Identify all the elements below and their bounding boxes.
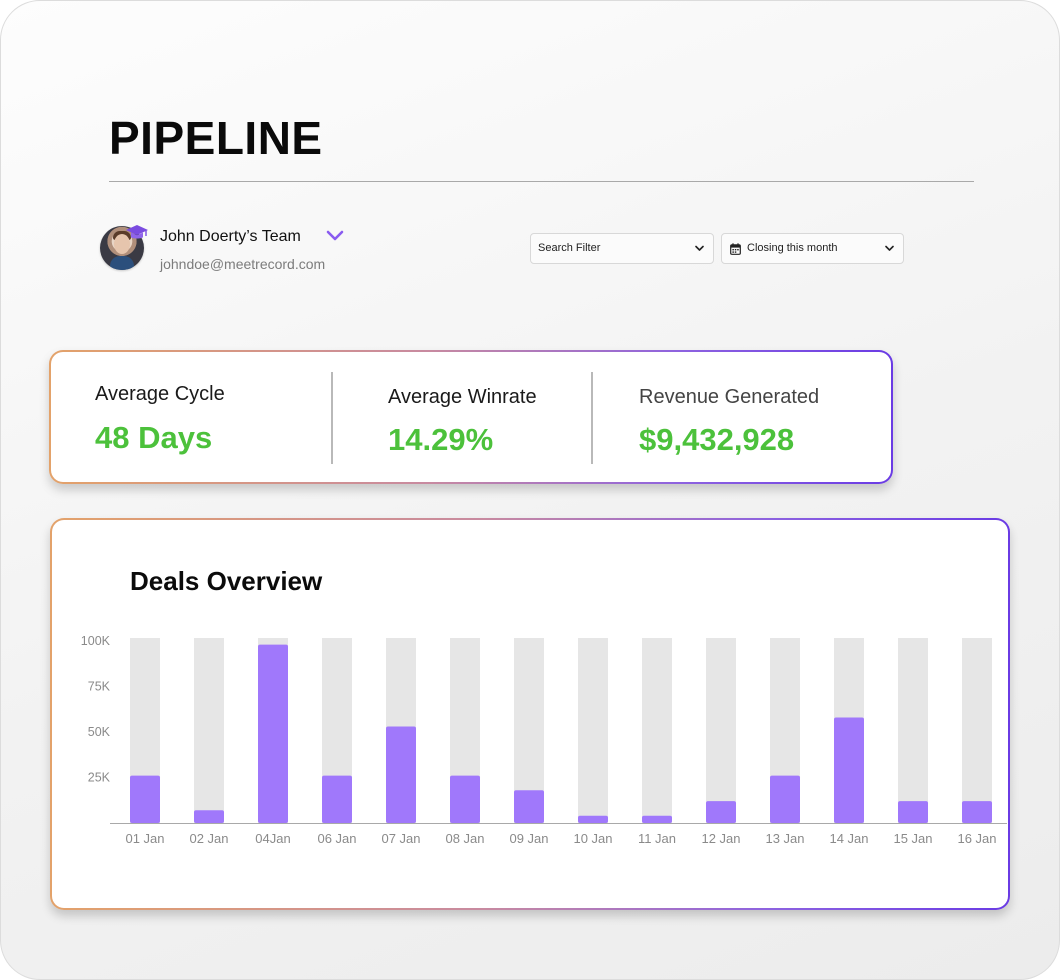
chevron-down-icon: [885, 245, 894, 251]
title-divider: [109, 181, 974, 182]
y-tick-label: 50K: [88, 725, 111, 739]
graduation-cap-icon: [126, 225, 148, 239]
bar[interactable]: [834, 717, 864, 823]
stat-divider: [591, 372, 593, 464]
bar[interactable]: [322, 775, 352, 823]
stat-value: $9,432,928: [639, 422, 795, 457]
team-name: John Doerty’s Team: [160, 228, 301, 245]
bar[interactable]: [130, 775, 160, 823]
x-tick-label: 15 Jan: [893, 831, 932, 846]
x-tick-label: 16 Jan: [957, 831, 996, 846]
bar[interactable]: [642, 815, 672, 823]
bar[interactable]: [514, 790, 544, 823]
x-tick-label: 01 Jan: [125, 831, 164, 846]
stat-divider: [331, 372, 333, 464]
deals-overview-card: Deals Overview 01 Jan 02 Jan 04Jan 06 Jan 07…: [50, 518, 1010, 910]
x-tick-label: 11 Jan: [638, 831, 676, 846]
y-tick-label: 25K: [88, 771, 111, 785]
bar[interactable]: [194, 810, 224, 823]
bar-track: [578, 638, 608, 823]
bar-track: [194, 638, 224, 823]
chevron-down-icon: [695, 245, 704, 251]
bar-track: [706, 638, 736, 823]
bar-track: [898, 638, 928, 823]
y-tick-label: 100K: [81, 634, 111, 648]
bar[interactable]: [898, 801, 928, 823]
bar[interactable]: [962, 801, 992, 823]
stat-average-cycle: Average Cycle 48 Days: [51, 352, 331, 482]
x-tick-label: 04Jan: [255, 831, 290, 846]
search-filter-select[interactable]: Search Filter: [530, 233, 714, 264]
bar[interactable]: [706, 801, 736, 823]
stats-card: Average Cycle 48 Days Average Winrate 14…: [49, 350, 893, 484]
x-tick-label: 12 Jan: [701, 831, 740, 846]
x-tick-label: 10 Jan: [573, 831, 612, 846]
stat-value: 48 Days: [95, 420, 213, 455]
x-tick-label: 09 Jan: [509, 831, 548, 846]
x-tick-label: 06 Jan: [317, 831, 356, 846]
bar[interactable]: [770, 775, 800, 823]
bar[interactable]: [450, 775, 480, 823]
bar-track: [642, 638, 672, 823]
bar[interactable]: [578, 815, 608, 823]
x-tick-label: 02 Jan: [189, 831, 228, 846]
chevron-down-icon[interactable]: [326, 229, 344, 243]
stat-label: Average Cycle: [95, 383, 225, 405]
search-filter-label: Search Filter: [538, 242, 601, 254]
x-tick-label: 13 Jan: [765, 831, 804, 846]
bar[interactable]: [258, 644, 288, 823]
stat-average-winrate: Average Winrate 14.29%: [333, 352, 591, 482]
calendar-icon: [730, 243, 741, 255]
deals-bar-chart: 01 Jan 02 Jan 04Jan 06 Jan 07 Jan 08 Jan 09 Ja…: [81, 634, 1007, 846]
closing-period-label: Closing this month: [747, 242, 838, 254]
x-tick-label: 14 Jan: [829, 831, 868, 846]
team-email: johndoe@meetrecord.com: [160, 256, 326, 272]
chart-title: Deals Overview: [130, 566, 323, 596]
stat-label: Revenue Generated: [639, 386, 820, 408]
stat-label: Average Winrate: [388, 386, 537, 408]
y-tick-label: 75K: [88, 680, 111, 694]
page-title: PIPELINE: [109, 112, 323, 164]
stat-revenue-generated: Revenue Generated $9,432,928: [593, 352, 889, 482]
stat-value: 14.29%: [388, 422, 494, 457]
x-tick-label: 08 Jan: [445, 831, 484, 846]
closing-period-select[interactable]: Closing this month: [721, 233, 904, 264]
x-tick-label: 07 Jan: [381, 831, 420, 846]
bar-track: [962, 638, 992, 823]
bar[interactable]: [386, 726, 416, 823]
